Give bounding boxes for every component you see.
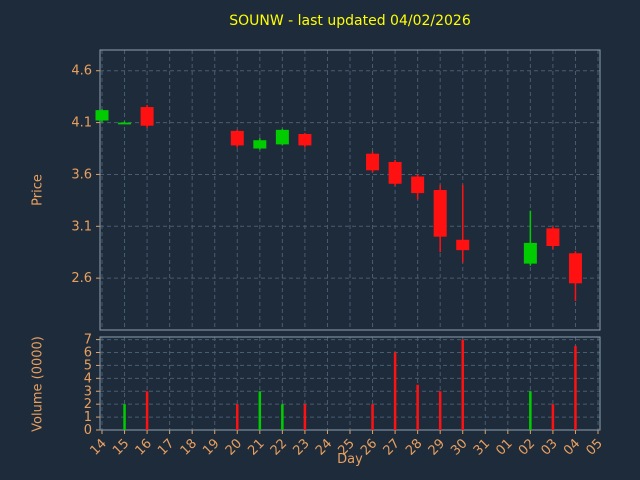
day-tick-label: 21 xyxy=(245,436,267,458)
day-tick-label: 28 xyxy=(403,436,425,458)
candle-body xyxy=(411,176,425,194)
day-tick-label: 29 xyxy=(426,436,448,458)
volume-tick-label: 0 xyxy=(84,423,92,438)
volume-bar xyxy=(529,391,532,430)
day-tick-label: 30 xyxy=(448,436,470,458)
price-panel-border xyxy=(99,49,601,331)
day-tick-label: 22 xyxy=(268,436,290,458)
volume-bar xyxy=(145,391,149,430)
volume-bar xyxy=(258,391,262,430)
volume-bar xyxy=(371,404,374,430)
price-tick-label: 2.6 xyxy=(71,271,92,286)
candle-body xyxy=(568,253,582,284)
volume-tick-label: 3 xyxy=(84,384,92,399)
volume-tick-label: 7 xyxy=(84,333,92,348)
day-tick-label: 18 xyxy=(178,436,200,458)
price-tick-label: 3.1 xyxy=(71,219,92,234)
candle-body xyxy=(366,153,380,171)
candle-body xyxy=(275,129,289,145)
volume-tick-label: 5 xyxy=(84,358,92,373)
candle-body xyxy=(118,122,132,125)
day-tick-label: 27 xyxy=(381,436,403,458)
candle-body xyxy=(523,242,537,264)
volume-bar xyxy=(393,352,397,430)
day-tick-label: 23 xyxy=(290,436,312,458)
volume-bar xyxy=(574,346,577,430)
day-tick-label: 31 xyxy=(471,436,493,458)
volume-bar xyxy=(236,404,239,430)
chart-title: SOUNW - last updated 04/02/2026 xyxy=(229,13,471,29)
volume-bar xyxy=(416,384,419,430)
day-tick-label: 04 xyxy=(561,436,583,458)
price-tick-label: 4.1 xyxy=(71,116,92,131)
volume-bar xyxy=(303,404,307,430)
day-axis-label: Day xyxy=(337,452,363,467)
candle-body xyxy=(456,239,470,251)
candle-body xyxy=(95,110,109,121)
day-tick-label: 19 xyxy=(200,436,222,458)
day-tick-label: 03 xyxy=(538,436,560,458)
volume-panel-border xyxy=(99,336,601,431)
price-tick-label: 4.6 xyxy=(71,64,92,79)
day-tick-label: 16 xyxy=(133,436,155,458)
price-tick-label: 3.6 xyxy=(71,167,92,182)
candle-body xyxy=(230,130,244,146)
day-tick-label: 17 xyxy=(155,436,177,458)
candle-body xyxy=(298,134,312,146)
day-tick-label: 26 xyxy=(358,436,380,458)
volume-bar xyxy=(123,404,126,430)
volume-tick-label: 2 xyxy=(84,397,92,412)
volume-tick-label: 4 xyxy=(84,371,92,386)
volume-bar xyxy=(281,404,284,430)
candle-body xyxy=(140,107,154,126)
volume-tick-label: 6 xyxy=(84,346,92,361)
candle-body xyxy=(253,140,267,149)
candle-body xyxy=(433,190,447,237)
day-tick-label: 02 xyxy=(516,436,538,458)
volume-bar xyxy=(551,404,555,430)
candle-body xyxy=(388,162,402,184)
day-tick-label: 05 xyxy=(584,436,606,458)
volume-tick-label: 1 xyxy=(84,410,92,425)
volume-bar xyxy=(461,339,464,430)
day-tick-label: 15 xyxy=(110,436,132,458)
day-tick-label: 20 xyxy=(223,436,245,458)
day-tick-label: 14 xyxy=(88,436,110,458)
volume-bar xyxy=(438,391,442,430)
day-tick-label: 24 xyxy=(313,436,335,458)
day-tick-label: 01 xyxy=(493,436,515,458)
candle-body xyxy=(546,228,560,246)
day-tick-label: 25 xyxy=(336,436,358,458)
